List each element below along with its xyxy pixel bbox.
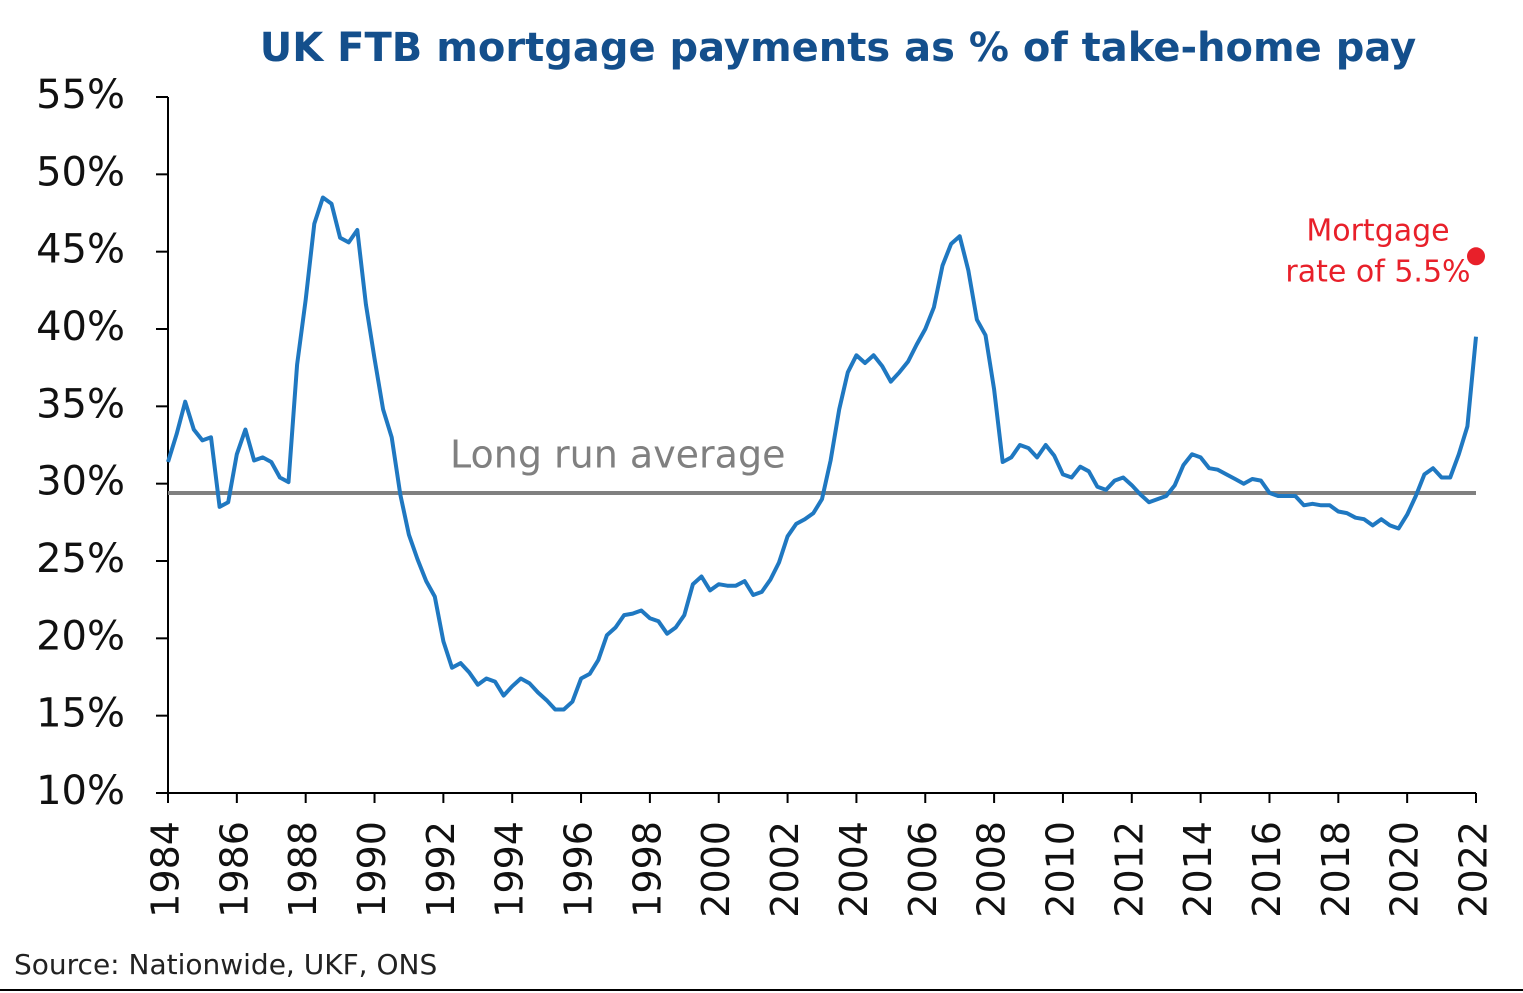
- chart-title: UK FTB mortgage payments as % of take-ho…: [260, 25, 1416, 71]
- x-tick-label: 2012: [1107, 821, 1151, 918]
- y-tick-label: 15%: [36, 691, 125, 737]
- x-tick-label: 1992: [419, 821, 463, 918]
- y-tick-label: 25%: [36, 536, 125, 582]
- y-tick-label: 10%: [36, 768, 125, 814]
- source-note: Source: Nationwide, UKF, ONS: [14, 948, 437, 981]
- x-tick-label: 2008: [970, 821, 1014, 918]
- x-tick-label: 2004: [832, 821, 876, 918]
- x-tick-label: 1986: [212, 821, 256, 918]
- y-tick-label: 20%: [36, 613, 125, 659]
- x-tick-label: 1994: [488, 821, 532, 918]
- y-tick-label: 30%: [36, 459, 125, 505]
- highlight-point: [1467, 247, 1485, 266]
- x-tick-label: 1998: [625, 821, 669, 918]
- x-tick-label: 1988: [281, 821, 325, 918]
- x-tick-label: 2000: [694, 821, 738, 918]
- x-tick-label: 2020: [1383, 821, 1427, 918]
- y-tick-label: 55%: [36, 72, 125, 118]
- x-tick-label: 2006: [901, 821, 945, 918]
- x-tick-label: 2016: [1245, 821, 1289, 918]
- data-line: [166, 195, 1478, 712]
- y-tick-label: 40%: [36, 304, 125, 350]
- x-tick-label: 2022: [1452, 821, 1496, 918]
- highlight-label: rate of 5.5%: [1285, 255, 1470, 290]
- x-tick-label: 1996: [557, 821, 601, 918]
- x-tick-label: 1990: [350, 821, 394, 918]
- reference-label: Long run average: [450, 432, 785, 476]
- x-tick-label: 2014: [1176, 821, 1220, 918]
- y-tick-label: 35%: [36, 381, 125, 427]
- y-tick-label: 45%: [36, 227, 125, 273]
- x-tick-label: 1984: [144, 821, 188, 918]
- x-tick-label: 2002: [763, 821, 807, 918]
- highlight-label: Mortgage: [1306, 214, 1449, 249]
- x-tick-label: 2018: [1314, 821, 1358, 918]
- x-tick-label: 2010: [1038, 821, 1082, 918]
- y-tick-label: 50%: [36, 149, 125, 195]
